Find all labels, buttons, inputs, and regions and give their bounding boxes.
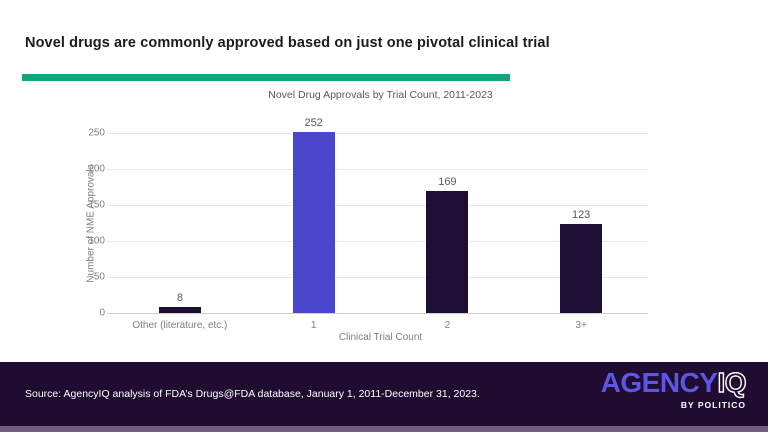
bar-3+ xyxy=(560,224,603,313)
x-tick-label: Other (literature, etc.) xyxy=(132,320,228,331)
bar-1 xyxy=(292,131,335,313)
y-tick-label: 50 xyxy=(93,271,105,283)
agencyiq-logo: AGENCYIQ BY POLITICO xyxy=(600,367,748,410)
x-tick-label: 2 xyxy=(444,320,451,331)
gridline xyxy=(107,277,648,278)
gridline xyxy=(107,205,648,206)
y-tick-label: 200 xyxy=(88,163,105,175)
y-axis-title: Number of NME Approvals xyxy=(84,133,98,313)
plot-area: 0 50 100 150 200 250 8 Other (literature, etc.)… xyxy=(88,117,648,331)
page-title: Novel drugs are commonly approved based … xyxy=(25,35,550,51)
politico-byline: BY POLITICO xyxy=(680,400,746,410)
y-tick-label: 0 xyxy=(99,307,105,319)
source-text: Source: AgencyIQ analysis of FDA’s Drugs… xyxy=(25,388,480,400)
footer: Source: AgencyIQ analysis of FDA’s Drugs… xyxy=(0,362,768,426)
y-tick-label: 150 xyxy=(88,199,105,211)
bar-other-literature-etc- xyxy=(158,307,201,313)
chart-title: Novel Drug Approvals by Trial Count, 201… xyxy=(268,89,493,101)
agencyiq-wordmark: AGENCYIQ xyxy=(600,367,748,398)
bar-value-label: 8 xyxy=(176,292,183,305)
bar-value-label: 123 xyxy=(571,209,591,222)
y-tick-label: 100 xyxy=(88,235,105,247)
logo-iq-text: IQ xyxy=(717,367,747,398)
gridline xyxy=(107,133,648,134)
logo-agency-text: AGENCY xyxy=(600,367,718,398)
bar-2 xyxy=(426,191,469,313)
bar-value-label: 169 xyxy=(438,176,457,189)
x-tick-label: 1 xyxy=(310,320,317,331)
bottom-strip xyxy=(0,426,768,432)
y-tick-label: 250 xyxy=(88,127,105,139)
x-axis-line xyxy=(107,313,648,314)
x-tick-label: 3+ xyxy=(575,320,587,331)
accent-rule xyxy=(22,74,510,81)
bar-value-label: 252 xyxy=(304,116,323,129)
gridline xyxy=(107,169,648,170)
y-axis-title-text: Number of NME Approvals xyxy=(85,163,97,283)
gridline xyxy=(107,241,648,242)
x-axis-title: Clinical Trial Count xyxy=(338,332,423,343)
